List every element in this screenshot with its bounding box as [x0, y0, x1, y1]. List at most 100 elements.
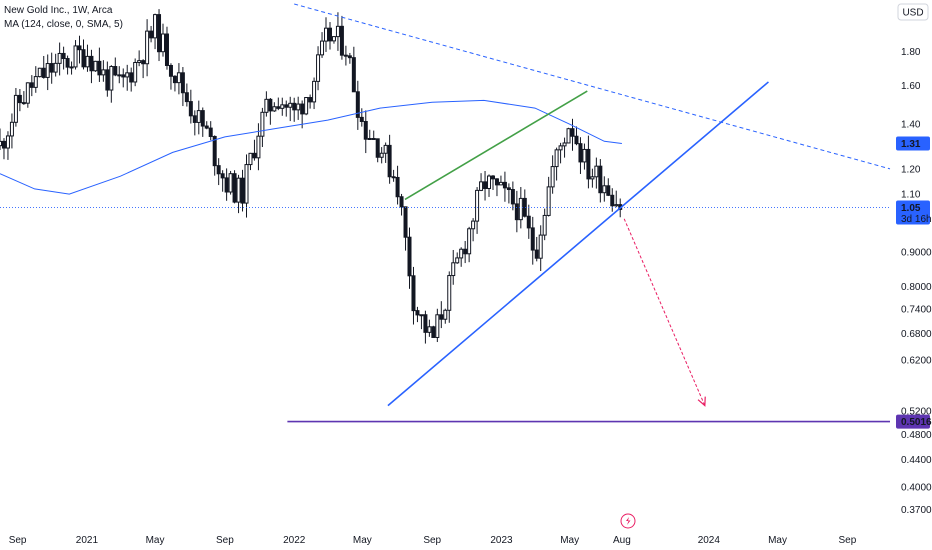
- candle: [483, 170, 488, 201]
- candle-body: [487, 175, 492, 189]
- candle: [554, 147, 559, 181]
- candle-body: [220, 173, 225, 179]
- candle: [248, 152, 253, 171]
- candle: [463, 240, 468, 264]
- candle-body: [475, 189, 480, 222]
- candle-body: [117, 74, 122, 77]
- candle: [200, 107, 205, 137]
- candle-body: [463, 248, 468, 255]
- downtrend-line[interactable]: [294, 3, 891, 170]
- candle: [280, 97, 285, 116]
- candle-body: [164, 33, 169, 66]
- time-axis-bg: [0, 532, 932, 550]
- candle: [506, 183, 511, 204]
- candle-body: [192, 115, 197, 123]
- candle-body: [395, 176, 400, 198]
- candle: [395, 165, 400, 205]
- candle: [594, 157, 599, 189]
- candle-body: [232, 173, 237, 203]
- candle-body: [387, 144, 392, 178]
- candle: [89, 49, 94, 84]
- candle: [25, 82, 30, 108]
- candle: [61, 46, 66, 70]
- candle: [347, 52, 352, 64]
- candle: [475, 187, 480, 234]
- candle: [570, 118, 575, 151]
- candle-body: [375, 138, 380, 158]
- candle-body: [17, 94, 22, 104]
- candle-body: [343, 54, 348, 57]
- candle-body: [550, 166, 555, 188]
- candle-body: [300, 103, 305, 115]
- candle-body: [65, 58, 70, 68]
- y-tick-label: 0.4400: [901, 455, 932, 466]
- candle: [582, 143, 587, 170]
- candle: [153, 13, 158, 50]
- candle-body: [558, 145, 563, 151]
- candle: [157, 9, 162, 62]
- candle: [65, 55, 70, 75]
- candle-body: [125, 72, 130, 78]
- candle-body: [288, 102, 293, 108]
- candle: [57, 42, 62, 76]
- candle-body: [574, 135, 579, 145]
- candle: [459, 247, 464, 267]
- upper-channel-line[interactable]: [404, 90, 588, 201]
- candle: [451, 249, 456, 285]
- projection-arrow[interactable]: [623, 218, 706, 406]
- candle-body: [204, 125, 209, 129]
- candle: [184, 83, 189, 107]
- candle: [479, 173, 484, 192]
- candle: [256, 123, 261, 171]
- badge-value: 0.5016: [901, 417, 932, 428]
- badge-value: 1.31: [901, 139, 921, 150]
- candle-body: [77, 45, 82, 51]
- candle-body: [602, 185, 607, 194]
- candle: [216, 158, 221, 186]
- candle-body: [447, 275, 452, 311]
- candle-body: [284, 104, 289, 108]
- candle-body: [399, 196, 404, 208]
- candle: [324, 17, 329, 52]
- candle: [133, 58, 138, 87]
- candle: [252, 139, 257, 161]
- candle-body: [1, 140, 6, 149]
- candle-body: [490, 175, 495, 180]
- y-tick-label: 0.8000: [901, 282, 932, 293]
- y-tick-label: 0.6200: [901, 356, 932, 367]
- y-tick-label: 0.7400: [901, 304, 932, 315]
- candle-body: [578, 143, 583, 163]
- candle-body: [5, 135, 10, 149]
- candle: [447, 271, 452, 323]
- candle-body: [172, 75, 177, 84]
- candle-body: [168, 64, 173, 77]
- candle: [339, 15, 344, 60]
- candle: [288, 96, 293, 122]
- y-tick-label: 0.9000: [901, 248, 932, 259]
- candle: [260, 107, 265, 148]
- candle: [145, 19, 150, 77]
- candle: [538, 225, 543, 272]
- candle-body: [443, 309, 448, 320]
- candle-body: [594, 165, 599, 178]
- badge-bg: [896, 414, 930, 429]
- candle-body: [141, 60, 146, 65]
- candle: [208, 121, 213, 141]
- candle: [49, 52, 54, 84]
- candle-body: [514, 203, 519, 221]
- replay-icon[interactable]: [620, 513, 636, 529]
- candle: [9, 113, 14, 149]
- support-trendline[interactable]: [387, 81, 769, 407]
- currency-button[interactable]: USD: [897, 3, 929, 21]
- candle: [487, 174, 492, 197]
- candle-body: [29, 82, 34, 88]
- candle-body: [149, 30, 154, 39]
- candle-body: [153, 14, 158, 39]
- candle: [550, 155, 555, 194]
- candle: [335, 12, 340, 51]
- candle-body: [21, 102, 26, 105]
- time-axis: Sep 2021 May Sep 2022 May Sep 2023 May Aug 2024 May…: [0, 532, 932, 550]
- candle-body: [33, 76, 38, 88]
- candle: [192, 110, 197, 136]
